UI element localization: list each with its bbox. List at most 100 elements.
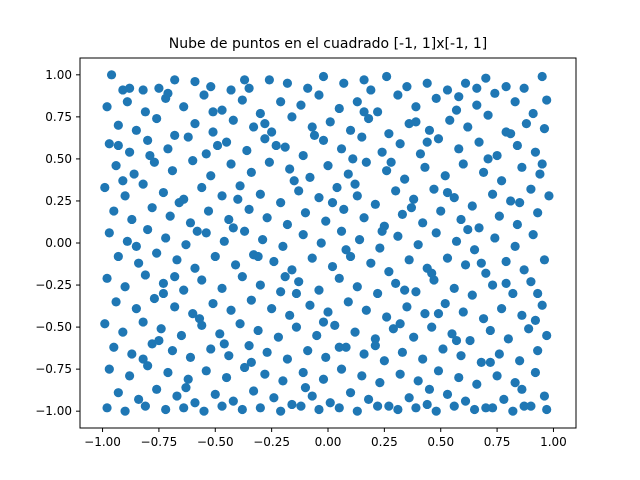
data-point	[271, 140, 281, 151]
x-tick-label: −0.25	[253, 435, 290, 449]
data-point	[336, 226, 347, 236]
data-point	[226, 305, 236, 315]
data-point	[521, 118, 532, 129]
data-point	[519, 401, 529, 411]
data-point	[300, 383, 311, 393]
data-point	[303, 83, 313, 93]
data-point	[273, 332, 283, 342]
data-point	[350, 327, 360, 337]
data-point	[111, 297, 121, 307]
data-point	[533, 346, 543, 356]
data-point	[445, 115, 455, 125]
data-point	[472, 100, 482, 110]
data-point	[490, 88, 500, 98]
data-point	[533, 288, 543, 299]
data-point	[508, 288, 518, 299]
y-tick-label: 0.75	[45, 110, 72, 124]
data-point	[483, 110, 493, 120]
data-point	[366, 258, 376, 268]
data-point	[253, 325, 263, 336]
data-point	[501, 256, 511, 267]
data-point	[384, 401, 394, 411]
data-point	[472, 83, 482, 93]
data-point	[519, 265, 529, 275]
data-point	[118, 327, 128, 337]
data-point	[217, 191, 227, 201]
data-point	[287, 112, 297, 122]
data-point	[456, 214, 466, 225]
data-point	[361, 157, 371, 167]
data-point	[366, 85, 376, 95]
data-point	[167, 346, 178, 356]
data-point	[158, 278, 169, 288]
data-point	[267, 127, 277, 137]
data-point	[147, 203, 157, 213]
data-point	[291, 322, 302, 332]
data-point	[352, 191, 362, 201]
y-tick-label: −0.50	[35, 320, 72, 334]
data-point	[458, 159, 468, 169]
data-point	[404, 255, 414, 265]
data-point	[228, 223, 238, 233]
data-point	[194, 314, 205, 324]
data-point	[219, 339, 229, 349]
data-point	[314, 90, 324, 100]
data-point	[411, 102, 421, 112]
data-point	[143, 361, 153, 371]
data-point	[487, 189, 498, 199]
data-point	[433, 134, 444, 144]
data-point	[217, 105, 227, 115]
data-point	[395, 139, 405, 149]
data-point	[460, 78, 471, 88]
data-point	[359, 213, 369, 223]
data-point	[149, 293, 159, 304]
data-point	[199, 90, 209, 100]
data-point	[370, 334, 380, 344]
data-point	[345, 251, 356, 262]
data-point	[143, 224, 153, 235]
data-point	[490, 233, 500, 243]
data-point	[314, 192, 324, 203]
data-point	[113, 251, 123, 262]
data-point	[501, 81, 511, 92]
data-point	[497, 176, 507, 186]
x-tick-label: 1.00	[540, 435, 567, 449]
data-point	[463, 224, 473, 235]
data-point	[377, 147, 387, 157]
data-point	[125, 371, 135, 381]
data-point	[325, 398, 335, 408]
data-point	[460, 396, 471, 406]
data-point	[478, 314, 489, 324]
data-point	[339, 78, 349, 88]
data-point	[134, 394, 144, 405]
data-point	[276, 198, 286, 208]
data-point	[287, 265, 297, 275]
data-point	[192, 226, 202, 236]
data-point	[492, 371, 502, 381]
data-point	[334, 342, 344, 352]
data-point	[314, 404, 324, 415]
data-point	[422, 399, 432, 410]
data-point	[242, 145, 252, 156]
data-point	[145, 150, 155, 161]
data-point	[519, 83, 529, 93]
data-point	[359, 75, 369, 85]
data-point	[289, 176, 299, 186]
data-point	[433, 366, 444, 376]
data-point	[474, 223, 484, 233]
data-point	[526, 401, 536, 411]
y-tick-label: 0.50	[45, 152, 72, 166]
data-point	[533, 208, 543, 218]
data-point	[442, 187, 453, 198]
data-point	[235, 181, 245, 191]
data-point	[239, 362, 250, 373]
data-point	[212, 140, 223, 151]
data-point	[314, 285, 324, 295]
data-point	[431, 228, 441, 238]
y-tick-label: −1.00	[35, 404, 72, 418]
data-point	[363, 113, 374, 124]
data-point	[539, 391, 550, 401]
data-point	[201, 149, 211, 159]
data-point	[451, 236, 462, 246]
data-point	[348, 154, 358, 164]
